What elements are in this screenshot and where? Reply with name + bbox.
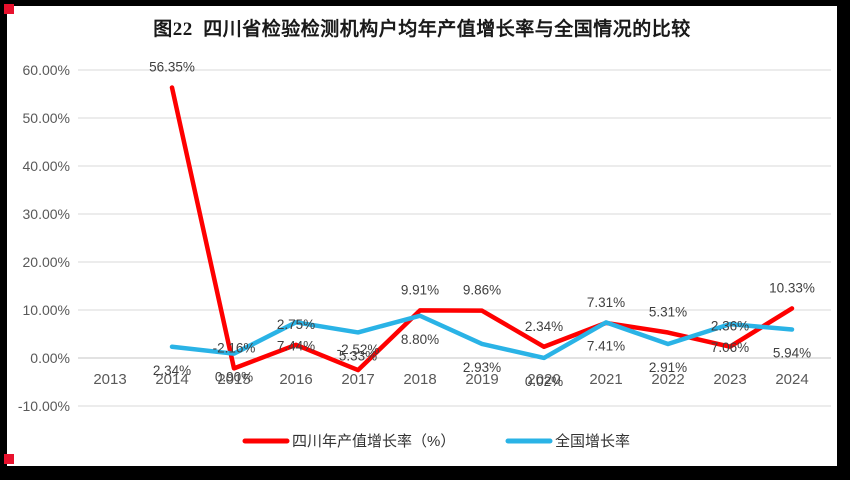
data-label: 7.31% <box>587 295 625 310</box>
data-label: 7.06% <box>711 340 749 355</box>
y-axis-tick-label: 20.00% <box>23 254 70 270</box>
data-label: 2.75% <box>277 317 315 332</box>
x-axis-tick-label: 2018 <box>403 371 436 388</box>
y-axis-tick-label: 60.00% <box>23 62 70 78</box>
data-label: 7.44% <box>277 338 315 353</box>
data-label: 10.33% <box>769 280 815 295</box>
corner-marker-bottom-left <box>4 454 14 464</box>
data-label: 5.33% <box>339 348 377 363</box>
y-axis-tick-label: 0.00% <box>30 350 70 366</box>
data-label: 7.41% <box>587 338 625 353</box>
x-axis-tick-label: 2022 <box>651 371 684 388</box>
data-label: 8.80% <box>401 332 439 347</box>
data-label: 0.90% <box>215 370 253 385</box>
x-axis-tick-label: 2024 <box>775 371 808 388</box>
x-axis-tick-label: 2023 <box>713 371 746 388</box>
chart-title: 图22 四川省检验检测机构户均年产值增长率与全国情况的比较 <box>153 19 691 40</box>
x-axis-tick-label: 2019 <box>465 371 498 388</box>
data-label: 9.86% <box>463 283 501 298</box>
x-axis-tick-label: 2013 <box>93 371 126 388</box>
data-label: 2.34% <box>153 363 191 378</box>
data-label: 2.34% <box>525 319 563 334</box>
legend-item-national: 全国增长率 <box>555 432 630 450</box>
series-line-national <box>169 313 795 361</box>
data-label: 0.02% <box>525 374 563 389</box>
data-label: 5.94% <box>773 345 811 360</box>
data-label: 2.93% <box>463 360 501 375</box>
x-axis-tick-label: 2021 <box>589 371 622 388</box>
data-label: 9.91% <box>401 282 439 297</box>
y-axis-tick-label: 30.00% <box>23 206 70 222</box>
series-line-sichuan <box>169 85 795 373</box>
x-axis-tick-label: 2016 <box>279 371 312 388</box>
legend-item-sichuan: 四川年产值增长率（%） <box>292 433 455 450</box>
data-label: 2.91% <box>649 360 687 375</box>
data-label: 56.35% <box>149 60 195 75</box>
x-axis-tick-label: 2020 <box>527 371 560 388</box>
x-axis-tick-label: 2015 <box>217 371 250 388</box>
y-axis-tick-label: 10.00% <box>23 302 70 318</box>
corner-marker-top-left <box>4 4 14 14</box>
chart-canvas: 图22 四川省检验检测机构户均年产值增长率与全国情况的比较 <box>7 6 837 466</box>
data-label: -2.52% <box>337 342 380 357</box>
data-label: -2.16% <box>213 340 256 355</box>
data-label: 5.31% <box>649 305 687 320</box>
y-axis-tick-label: -10.00% <box>18 398 70 414</box>
data-label: 2.36% <box>711 319 749 334</box>
y-axis-tick-label: 50.00% <box>23 110 70 126</box>
x-axis-tick-label: 2014 <box>155 371 188 388</box>
y-axis-tick-label: 40.00% <box>23 158 70 174</box>
x-axis-tick-label: 2017 <box>341 371 374 388</box>
